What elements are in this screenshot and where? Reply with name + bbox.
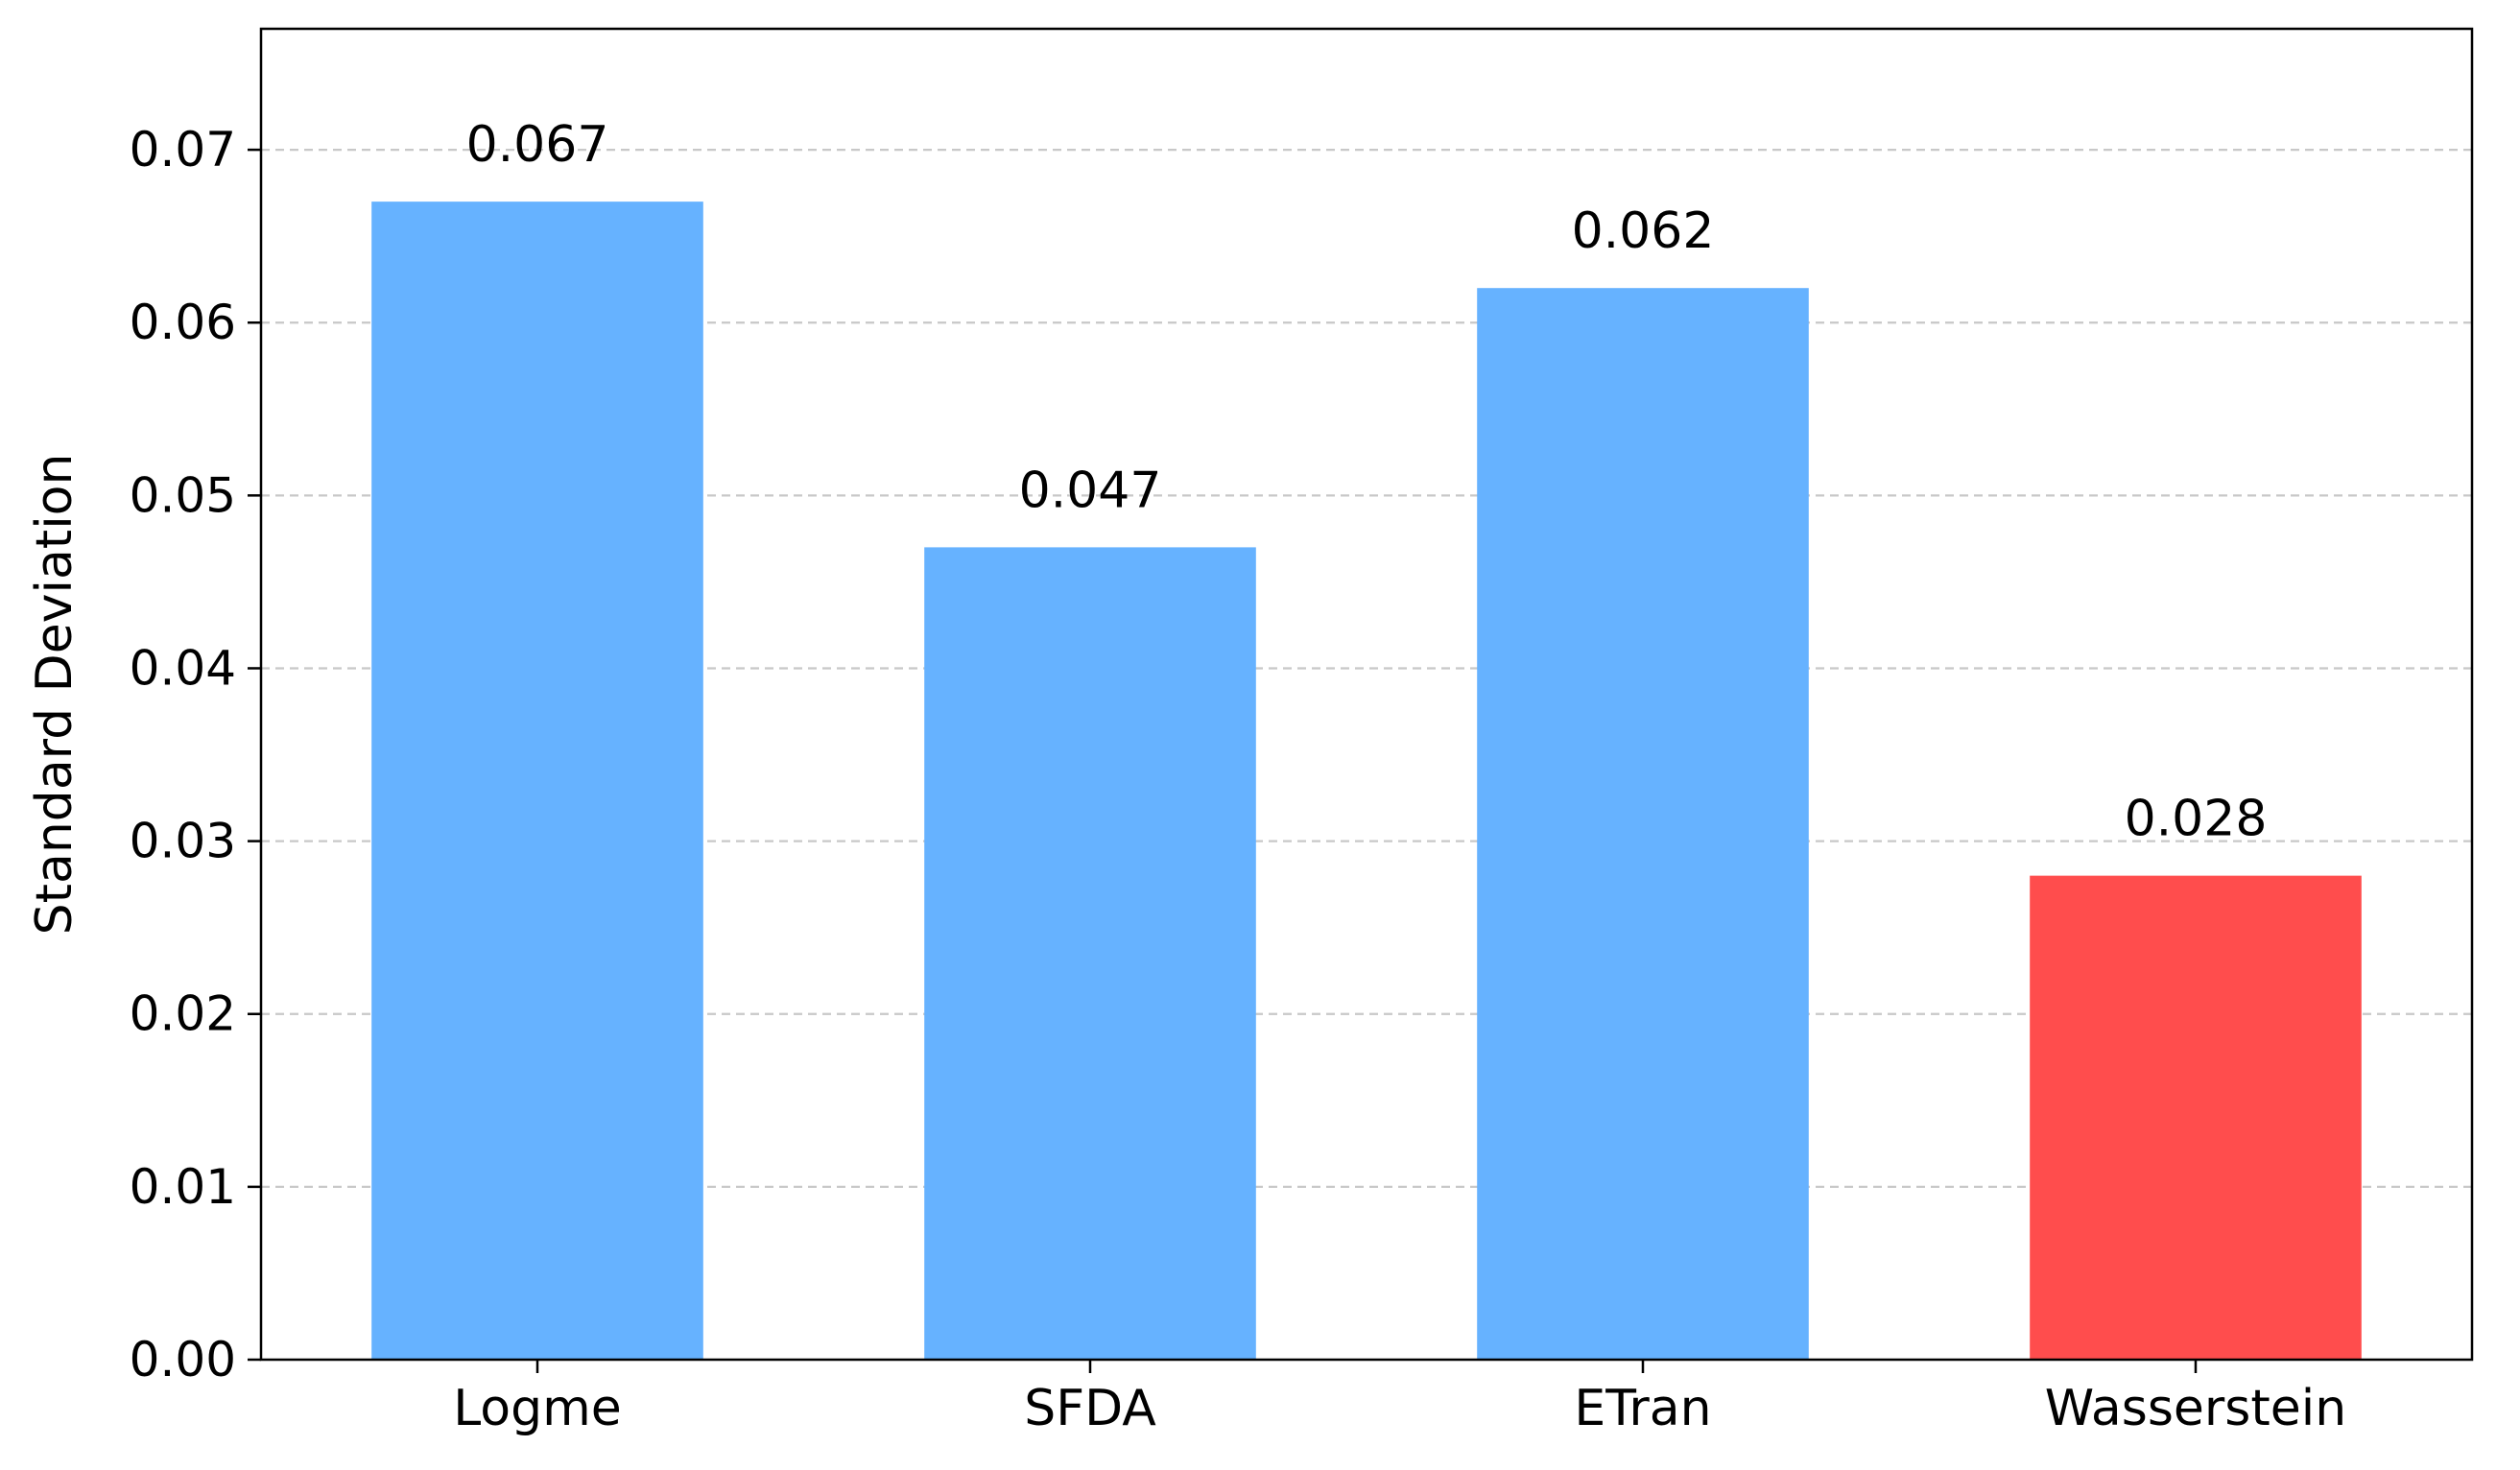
- x-tick-label: ETran: [1574, 1380, 1711, 1437]
- bar-sfda: [924, 547, 1256, 1360]
- y-axis-ticks: 0.00 0.01 0.02 0.03 0.04 0.05 0.06 0.07: [130, 122, 261, 1387]
- y-tick-label: 0.03: [130, 814, 236, 869]
- bar-logme: [371, 202, 703, 1360]
- x-tick-label: Logme: [453, 1380, 622, 1437]
- y-tick-label: 0.06: [130, 295, 236, 350]
- plot-frame: [259, 27, 2474, 1362]
- y-tick-label: 0.05: [130, 467, 236, 523]
- bar-wasserstein: [2030, 875, 2362, 1360]
- y-tick-label: 0.01: [130, 1159, 236, 1215]
- x-axis-ticks: Logme SFDA ETran Wasserstein: [453, 1360, 2346, 1437]
- value-labels: 0.067 0.047 0.062 0.028: [466, 116, 2268, 848]
- y-tick-label: 0.02: [130, 986, 236, 1042]
- value-label: 0.028: [2125, 791, 2268, 848]
- bars: [371, 202, 2362, 1360]
- bar-etran: [1477, 288, 1809, 1360]
- value-label: 0.062: [1572, 202, 1715, 260]
- x-tick-label: SFDA: [1024, 1380, 1156, 1437]
- y-tick-label: 0.00: [130, 1332, 236, 1387]
- y-axis-title: Standard Deviation: [26, 454, 83, 936]
- y-tick-label: 0.04: [130, 640, 236, 696]
- y-tick-label: 0.07: [130, 122, 236, 178]
- x-tick-label: Wasserstein: [2045, 1380, 2346, 1437]
- value-label: 0.067: [466, 116, 609, 174]
- value-label: 0.047: [1019, 462, 1162, 519]
